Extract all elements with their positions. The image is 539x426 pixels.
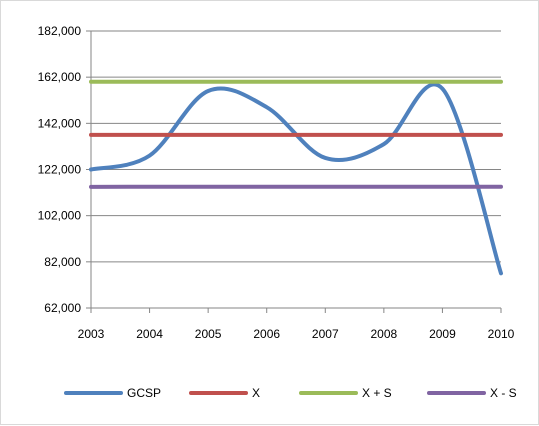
legend: GCSP X X + S X - S <box>66 386 517 400</box>
x-axis-ticks: 2003 2004 2005 2006 2007 2008 2009 2010 <box>78 308 515 341</box>
gridlines <box>91 31 501 262</box>
y-axis-ticks: 62,000 82,000 102,000 122,000 142,000 162,000… <box>38 24 91 315</box>
legend-label: X - S <box>490 386 517 400</box>
y-tick-label: 182,000 <box>38 24 82 38</box>
x-tick-label: 2006 <box>253 327 280 341</box>
x-tick-label: 2009 <box>429 327 456 341</box>
y-tick-label: 162,000 <box>38 70 82 84</box>
legend-label: GCSP <box>127 386 161 400</box>
x-tick-label: 2003 <box>78 327 105 341</box>
legend-label: X + S <box>362 386 392 400</box>
series-lines <box>91 82 501 274</box>
x-tick-label: 2007 <box>312 327 339 341</box>
y-tick-label: 82,000 <box>44 255 81 269</box>
y-tick-label: 122,000 <box>38 163 82 177</box>
x-tick-label: 2004 <box>136 327 163 341</box>
legend-label: X <box>252 386 260 400</box>
y-tick-label: 62,000 <box>44 301 81 315</box>
series-line-gcsp <box>91 84 501 273</box>
y-tick-label: 142,000 <box>38 116 82 130</box>
x-tick-label: 2008 <box>371 327 398 341</box>
x-tick-label: 2010 <box>488 327 515 341</box>
y-tick-label: 102,000 <box>38 209 82 223</box>
x-tick-label: 2005 <box>195 327 222 341</box>
